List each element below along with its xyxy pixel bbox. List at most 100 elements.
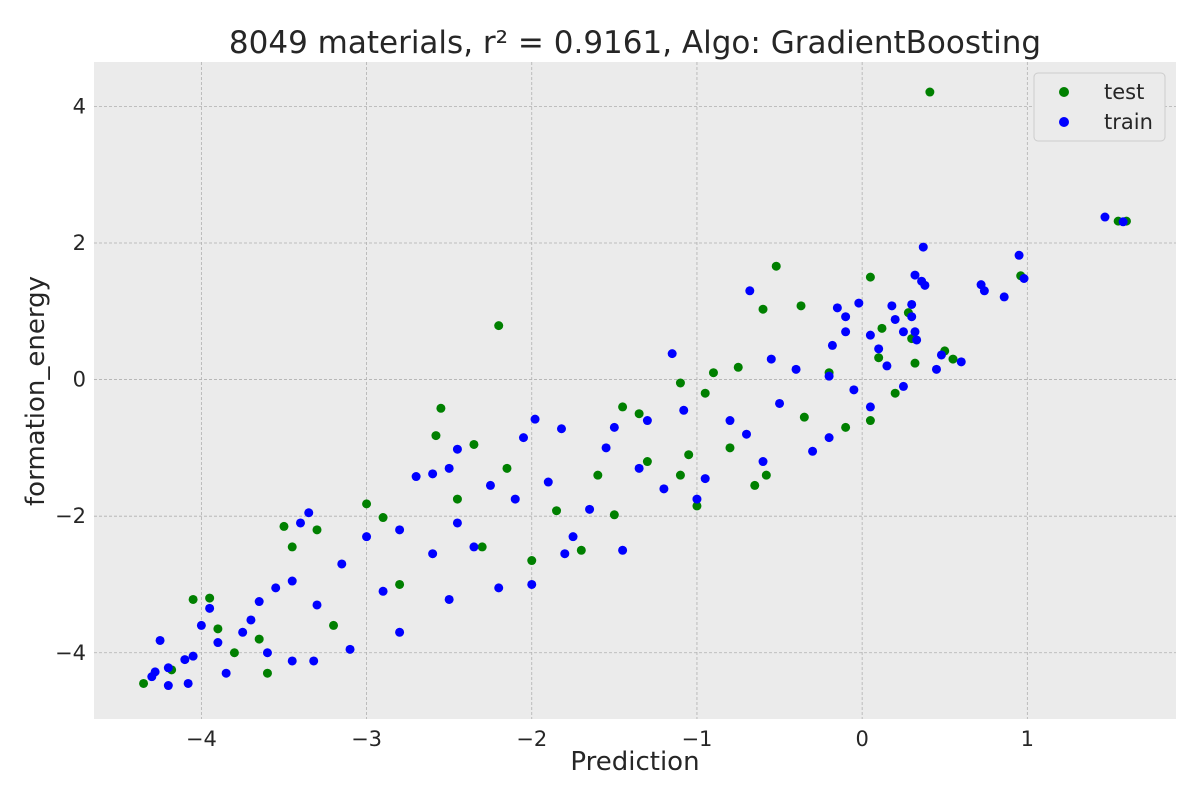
data-point-test [229, 648, 239, 658]
data-point-test [502, 463, 512, 473]
data-point-train [221, 668, 231, 678]
data-point-test [692, 501, 702, 511]
data-point-train [907, 312, 917, 322]
data-point-train [560, 549, 570, 559]
data-point-train [312, 600, 322, 610]
legend-label-test: test [1104, 80, 1144, 104]
data-point-train [910, 327, 920, 337]
data-point-train [205, 603, 215, 613]
data-point-train [271, 583, 281, 593]
data-point-train [163, 663, 173, 673]
data-point-test [395, 579, 405, 589]
data-point-test [733, 362, 743, 372]
data-point-test [312, 525, 322, 535]
data-point-train [428, 549, 438, 559]
data-point-train [808, 446, 818, 456]
data-point-train [494, 583, 504, 593]
data-point-train [887, 301, 897, 311]
legend-label-train: train [1104, 110, 1153, 134]
data-point-train [791, 364, 801, 374]
data-point-train [874, 344, 884, 354]
data-point-test [188, 594, 198, 604]
data-point-train [679, 405, 689, 415]
data-point-train [452, 444, 462, 454]
data-point-test [213, 624, 223, 634]
data-point-test [431, 431, 441, 441]
data-point-test [362, 499, 372, 509]
chart-title: 8049 materials, r² = 0.9161, Algo: Gradi… [229, 25, 1041, 61]
data-point-train [345, 644, 355, 654]
data-point-test [890, 388, 900, 398]
x-tick-label: −1 [681, 727, 712, 751]
data-point-test [708, 368, 718, 378]
x-tick-label: −4 [186, 727, 217, 751]
data-points [139, 87, 1131, 691]
data-point-test [262, 668, 272, 678]
data-point-train [213, 638, 223, 648]
data-point-train [238, 627, 248, 637]
y-tick-labels: −4 −2 0 2 4 [55, 94, 86, 664]
y-tick-label: 4 [73, 94, 86, 118]
legend-marker-train [1059, 117, 1069, 127]
data-point-test [700, 388, 710, 398]
series-train [147, 212, 1128, 691]
data-point-test [841, 422, 851, 432]
plot-area [94, 62, 1176, 719]
data-point-train [337, 559, 347, 569]
data-point-train [766, 354, 776, 364]
grid-lines [94, 62, 1176, 719]
data-point-train [918, 242, 928, 252]
data-point-train [543, 477, 553, 487]
data-point-train [824, 371, 834, 381]
data-point-train [1118, 217, 1128, 227]
data-point-test [618, 402, 628, 412]
data-point-train [183, 678, 193, 688]
data-point-train [188, 651, 198, 661]
x-tick-label: 1 [1021, 727, 1034, 751]
data-point-train [910, 270, 920, 280]
data-point-train [1100, 212, 1110, 222]
data-point-train [155, 635, 165, 645]
data-point-train [444, 594, 454, 604]
data-point-test [684, 450, 694, 460]
y-tick-label: −4 [55, 641, 86, 665]
data-point-train [556, 424, 566, 434]
legend-marker-test [1059, 87, 1069, 97]
legend: test train [1033, 72, 1166, 142]
data-point-train [725, 416, 735, 426]
data-point-test [758, 304, 768, 314]
data-point-train [469, 542, 479, 552]
data-point-test [750, 480, 760, 490]
data-point-test [205, 593, 215, 603]
data-point-train [518, 433, 528, 443]
data-point-test [675, 470, 685, 480]
data-point-train [1014, 250, 1024, 260]
data-point-train [444, 463, 454, 473]
data-point-train [898, 381, 908, 391]
y-axis-label: formation_energy [21, 276, 51, 506]
data-point-test [948, 354, 958, 364]
data-point-test [865, 272, 875, 282]
data-point-train [295, 518, 305, 528]
data-point-test [527, 556, 537, 566]
data-point-train [841, 327, 851, 337]
data-point-train [642, 416, 652, 426]
data-point-train [882, 361, 892, 371]
y-tick-label: 0 [73, 368, 86, 392]
data-point-train [936, 350, 946, 360]
data-point-train [309, 656, 319, 666]
data-point-test [771, 261, 781, 271]
data-point-test [874, 353, 884, 363]
data-point-train [824, 433, 834, 443]
data-point-test [378, 513, 388, 523]
data-point-train [742, 429, 752, 439]
x-tick-labels: −4 −3 −2 −1 0 1 [186, 727, 1034, 751]
data-point-test [877, 323, 887, 333]
data-point-train [1019, 273, 1029, 283]
data-point-test [799, 412, 809, 422]
data-point-test [593, 470, 603, 480]
data-point-train [163, 681, 173, 691]
data-point-train [931, 364, 941, 374]
data-point-test [469, 439, 479, 449]
